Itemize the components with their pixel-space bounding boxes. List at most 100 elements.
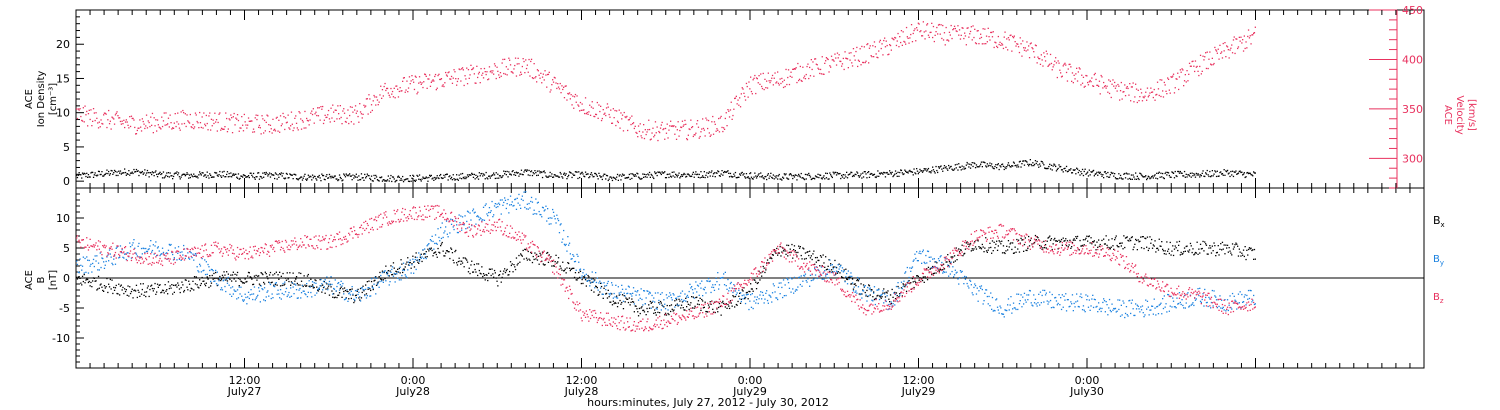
density-series-point [542,171,544,173]
bx-series-point [391,273,394,276]
density-series-point [716,172,718,174]
bx-series-point [848,276,850,278]
velocity-series-point [511,71,513,73]
density-series-point [500,176,502,179]
velocity-series-point [712,133,715,135]
velocity-series-point [1002,47,1005,50]
by-series-point [149,245,151,247]
bx-series-point [552,260,554,262]
bx-series-point [184,279,186,281]
density-series-point [436,175,438,177]
bx-series-point [816,256,818,259]
velocity-series-point [763,88,765,91]
bx-series-point [1185,245,1187,248]
velocity-series-point [1089,79,1091,82]
density-series-point [929,171,931,173]
by-series-point [154,245,156,247]
bx-series-point [495,277,497,279]
velocity-series-point [621,118,623,120]
density-series-point [1075,173,1077,175]
bx-series-point [626,298,628,300]
velocity-series-point [616,110,618,112]
velocity-series-point [1127,87,1129,90]
velocity-series-point [732,114,734,117]
density-series-point [208,177,210,179]
velocity-series-point [326,116,328,118]
velocity-series-point [322,122,325,125]
velocity-series-point [215,121,217,123]
bx-series-point [678,298,680,300]
velocity-series-point [556,87,558,90]
bx-series-point [1083,244,1085,246]
velocity-series-point [407,91,409,93]
density-series-point [1107,171,1109,174]
bx-series-point [1151,238,1153,241]
density-series-point [637,173,639,175]
density-series-point [327,177,329,179]
density-series-point [425,176,427,178]
bx-series-point [188,283,191,285]
velocity-series-point [582,109,584,111]
velocity-series-point [1105,87,1107,89]
bx-series-point [905,284,907,286]
density-series-point [391,180,393,183]
by-series-point [119,245,122,247]
density-series-point [468,174,470,176]
density-series-point [537,174,539,176]
density-series-point [506,170,508,173]
density-series-point [826,172,828,175]
velocity-series-point [544,70,546,72]
density-series-point [856,171,858,173]
velocity-series-point [498,76,501,79]
density-series-point [252,176,254,178]
by-series-point [205,261,207,263]
density-series-point [917,173,919,175]
bx-series-point [936,262,938,264]
density-series-point [302,177,304,179]
density-series-point [905,170,907,172]
density-series-point [923,168,925,170]
density-series-point [720,173,722,175]
bx-series-point [1172,245,1174,247]
density-series-point [979,165,981,167]
velocity-series-point [977,30,979,32]
velocity-series-point [263,119,266,122]
velocity-series-point [573,107,575,109]
density-series-point [1005,167,1007,170]
bx-series-point [280,275,282,277]
velocity-series-point [1151,91,1154,93]
velocity-series-point [324,114,326,116]
bx-series-point [1192,248,1194,250]
velocity-series-point [838,54,840,56]
bx-series-point [826,268,828,270]
velocity-series-point [590,106,593,108]
velocity-series-point [769,81,771,84]
by-series-point [181,251,183,253]
density-series-point [1222,174,1224,176]
density-series-point [1058,164,1060,166]
bx-series-point [814,263,816,265]
density-series-point [993,168,995,170]
density-series [76,159,1256,183]
velocity-series-point [956,30,958,33]
density-series-point [712,173,715,175]
velocity-series-point [1161,79,1163,81]
bx-series-point [805,257,807,260]
bx-series-point [985,237,987,239]
bx-series-point [782,247,784,249]
velocity-series-point [143,123,145,125]
velocity-series-point [406,80,408,82]
bx-series-point [685,297,687,299]
density-series-point [665,177,668,179]
density-series-point [962,168,964,170]
velocity-series-point [256,118,258,121]
velocity-series-point [927,34,930,36]
bx-series-point [488,268,491,270]
velocity-series-point [1014,41,1016,43]
by-series-point [120,251,122,254]
density-series-point [1242,174,1244,176]
bx-series-point [379,271,381,274]
bx-series-point [1227,251,1229,253]
velocity-series-point [445,71,447,74]
bx-series-point [239,278,241,281]
